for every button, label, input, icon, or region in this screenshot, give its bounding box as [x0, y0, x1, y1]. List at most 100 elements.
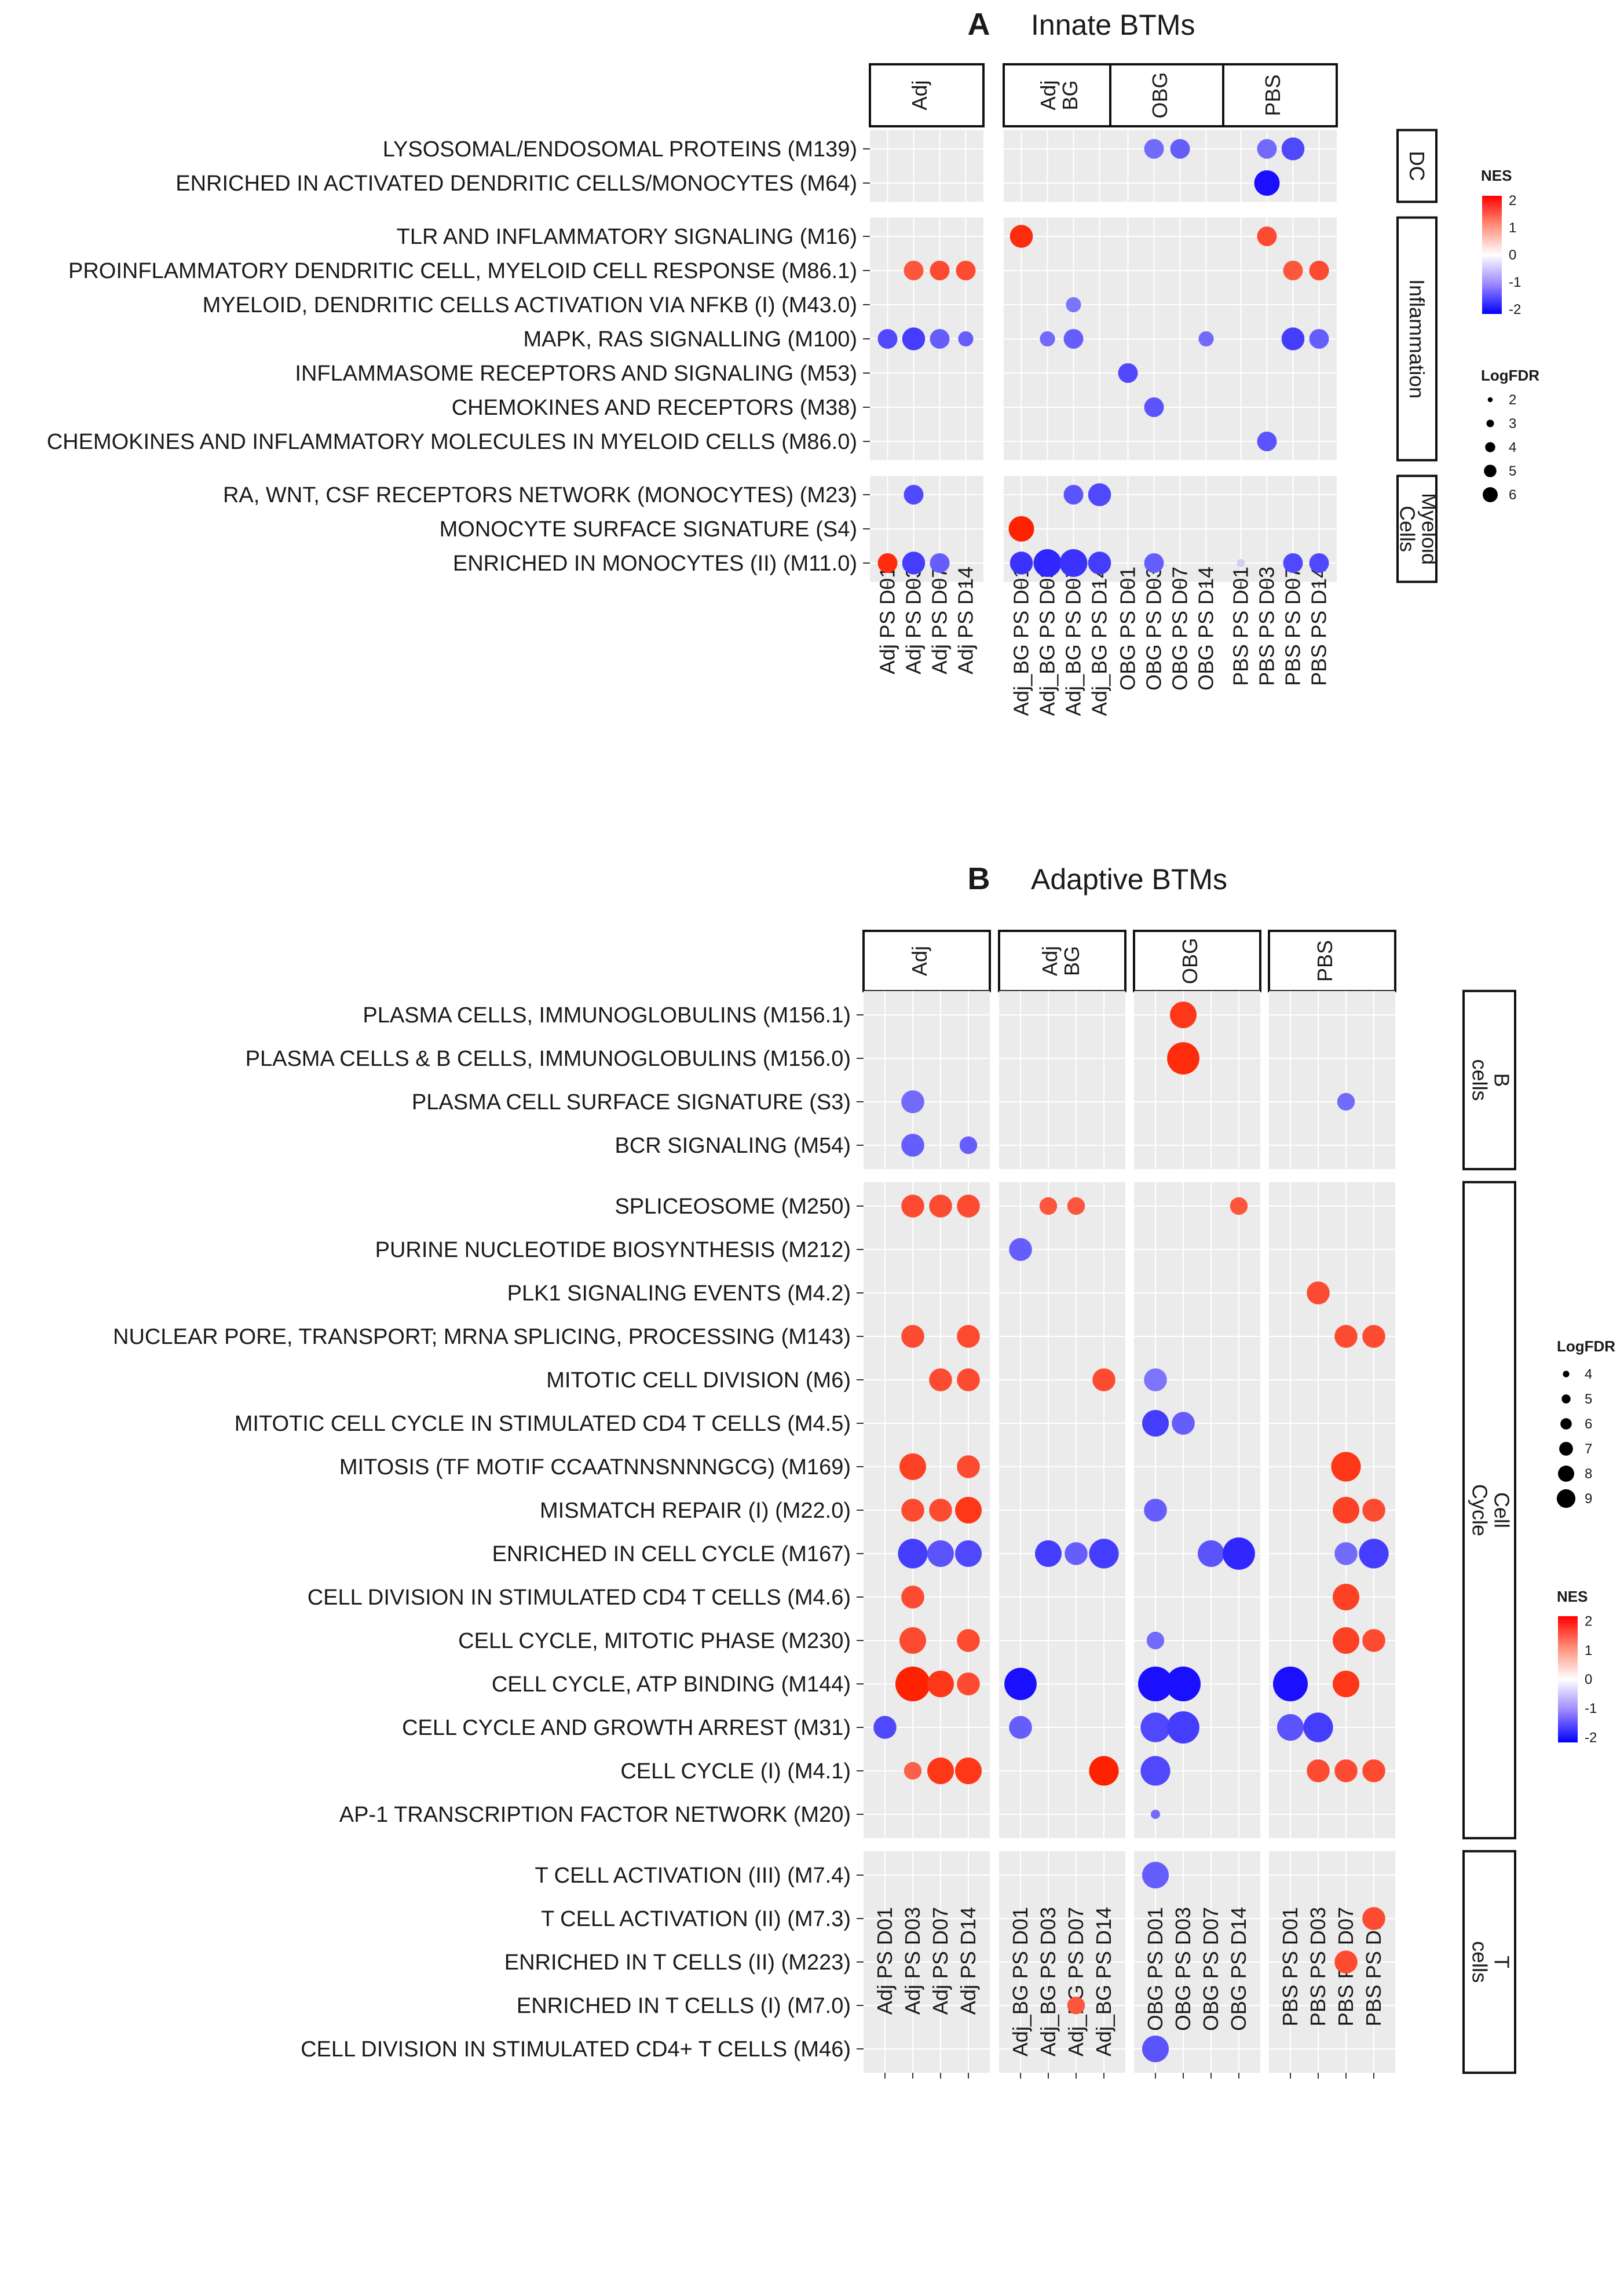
column-label: Adj_BG PS D14 — [1092, 1907, 1115, 2056]
data-point — [877, 329, 898, 349]
facet-strip-label: Bcells — [1468, 1059, 1514, 1101]
row-label: PLASMA CELLS & B CELLS, IMMUNOGLOBULINS … — [246, 1047, 851, 1071]
data-point — [957, 1672, 980, 1696]
data-point — [1004, 1668, 1037, 1700]
data-point — [956, 261, 976, 280]
data-point — [1198, 1540, 1224, 1567]
row-label: INFLAMMASOME RECEPTORS AND SIGNALING (M5… — [295, 361, 857, 386]
size-legend-title: LogFDR — [1557, 1338, 1615, 1355]
row-label: PLK1 SIGNALING EVENTS (M4.2) — [507, 1281, 851, 1306]
row-label: CELL CYCLE AND GROWTH ARREST (M31) — [402, 1716, 851, 1740]
row-label: CELL CYCLE, ATP BINDING (M144) — [492, 1672, 851, 1697]
data-point — [1140, 1712, 1171, 1742]
facet-strip — [1396, 129, 1438, 203]
data-point — [1362, 1325, 1385, 1348]
data-point — [1009, 1238, 1032, 1261]
data-point — [1359, 1539, 1389, 1569]
column-label: Adj_BG PS D03 — [1036, 567, 1059, 716]
data-point — [957, 1368, 980, 1391]
nes-legend-tick: -1 — [1509, 275, 1521, 290]
data-point — [901, 1325, 924, 1348]
size-legend-tick: 6 — [1509, 487, 1516, 503]
panel-background — [1004, 130, 1117, 202]
panel-background — [1223, 130, 1337, 202]
facet-strip — [1396, 216, 1438, 462]
row-label: MITOSIS (TF MOTIF CCAATNNSNNNGCG) (M169) — [339, 1455, 851, 1479]
column-label: Adj PS D03 — [901, 1907, 924, 2015]
facet-strip — [1462, 1181, 1516, 1840]
row-label: PURINE NUCLEOTIDE BIOSYNTHESIS (M212) — [375, 1238, 851, 1262]
data-point — [1142, 2036, 1169, 2062]
nes-legend-tick: 2 — [1509, 193, 1516, 209]
group-strip — [869, 63, 985, 127]
row-label: PLASMA CELLS, IMMUNOGLOBULINS (M156.1) — [363, 1003, 851, 1028]
data-point — [1144, 1499, 1167, 1522]
data-point — [957, 1194, 980, 1218]
row-label: RA, WNT, CSF RECEPTORS NETWORK (MONOCYTE… — [223, 483, 857, 507]
row-label: CELL CYCLE, MITOTIC PHASE (M230) — [458, 1629, 851, 1653]
data-point — [899, 1627, 926, 1654]
row-label: NUCLEAR PORE, TRANSPORT; MRNA SPLICING, … — [113, 1325, 851, 1349]
data-point — [1257, 432, 1277, 451]
size-legend-title: LogFDR — [1481, 367, 1539, 384]
data-point — [1035, 1540, 1062, 1567]
data-point — [957, 1455, 980, 1478]
data-point — [877, 553, 898, 573]
panel-background — [870, 130, 983, 202]
data-point — [1166, 1667, 1201, 1701]
data-point — [1009, 551, 1033, 575]
data-point — [1144, 139, 1164, 159]
nes-legend-tick: -1 — [1585, 1701, 1597, 1716]
facet-strip — [1396, 474, 1438, 583]
data-point — [1118, 363, 1138, 383]
nes-legend-tick: 2 — [1585, 1614, 1592, 1629]
data-point — [1144, 553, 1164, 573]
group-strip-label: Adj — [908, 946, 931, 976]
panel-background — [1110, 130, 1224, 202]
data-point — [902, 327, 926, 350]
row-label: ENRICHED IN T CELLS (I) (M7.0) — [517, 1994, 851, 2018]
size-legend-tick: 8 — [1585, 1466, 1592, 1482]
data-point — [1309, 553, 1329, 573]
data-point — [1362, 1759, 1385, 1782]
data-point — [901, 1499, 924, 1522]
row-label: MAPK, RAS SIGNALLING (M100) — [524, 327, 858, 352]
facet-strip-label-line: T — [1490, 1956, 1514, 1968]
size-legend-tick: 9 — [1585, 1491, 1592, 1507]
row-label: LYSOSOMAL/ENDOSOMAL PROTEINS (M139) — [383, 137, 857, 162]
size-legend-dot — [1486, 419, 1494, 428]
group-strip — [1133, 930, 1261, 992]
data-point — [1334, 1950, 1358, 1974]
size-legend-tick: 5 — [1509, 463, 1516, 479]
row-label: MITOTIC CELL DIVISION (M6) — [546, 1368, 851, 1393]
data-point — [873, 1716, 897, 1739]
group-strip-label-line: Adj — [1036, 80, 1060, 110]
data-point — [1065, 1542, 1088, 1565]
facet-strip-label: DC — [1405, 151, 1429, 181]
facet-strip — [1462, 989, 1516, 1171]
row-label: CELL DIVISION IN STIMULATED CD4+ T CELLS… — [301, 2037, 851, 2062]
row-label: AP-1 TRANSCRIPTION FACTOR NETWORK (M20) — [339, 1803, 851, 1827]
data-point — [1066, 297, 1081, 313]
data-point — [1170, 1002, 1197, 1028]
nes-legend-tick: -2 — [1585, 1730, 1597, 1745]
size-legend-dot — [1483, 487, 1498, 502]
nes-legend-tick: 1 — [1585, 1643, 1592, 1658]
data-point — [1039, 1197, 1058, 1215]
data-point — [1223, 1537, 1255, 1570]
row-label: CHEMOKINES AND RECEPTORS (M38) — [452, 396, 857, 420]
size-legend-tick: 6 — [1585, 1416, 1592, 1432]
data-point — [904, 485, 924, 505]
row-label: ENRICHED IN CELL CYCLE (M167) — [492, 1542, 851, 1566]
column-label: Adj_BG PS D14 — [1088, 567, 1111, 716]
nes-colorbar — [1482, 196, 1502, 314]
data-point — [1283, 553, 1303, 573]
panel-tag: A — [968, 7, 990, 42]
data-point — [1008, 516, 1034, 542]
column-label: Adj PS D07 — [928, 1907, 952, 2015]
data-point — [929, 1499, 952, 1522]
row-label: T CELL ACTIVATION (III) (M7.4) — [535, 1864, 851, 1888]
row-label: BCR SIGNALING (M54) — [615, 1134, 851, 1158]
data-point — [1142, 1410, 1169, 1437]
data-point — [1309, 329, 1329, 349]
